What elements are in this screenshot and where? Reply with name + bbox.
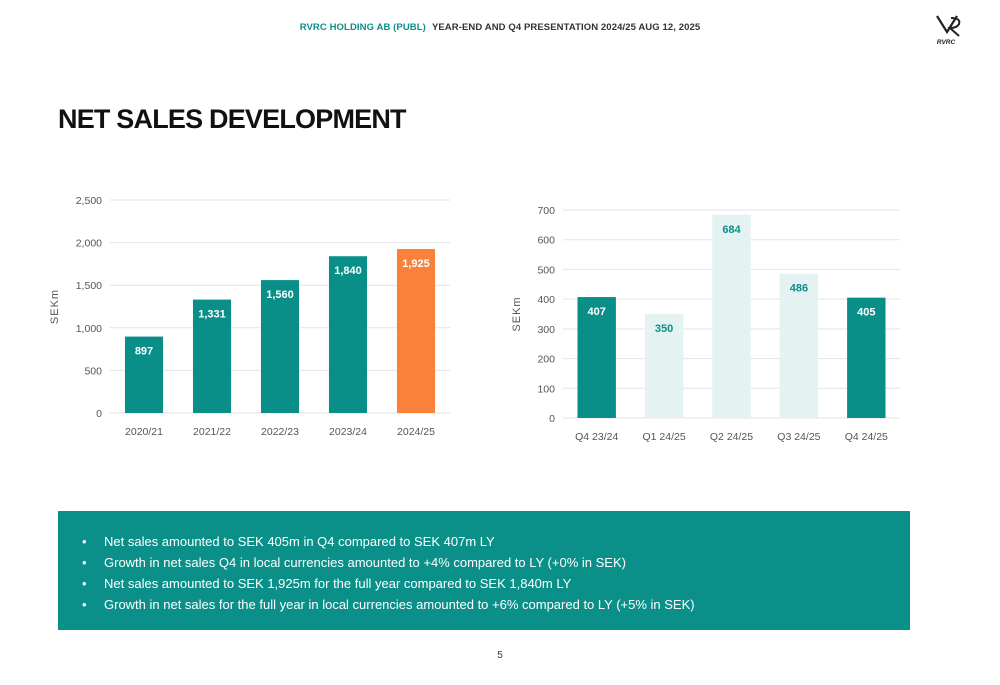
y-tick-label: 0	[549, 413, 555, 425]
slide-header: RVRC HOLDING AB (PUBL) YEAR-END AND Q4 PR…	[0, 22, 1000, 33]
bar	[124, 336, 164, 413]
y-tick-label: 100	[537, 383, 555, 395]
summary-box: Net sales amounted to SEK 405m in Q4 com…	[58, 511, 910, 630]
bar-value-label: 407	[588, 306, 606, 318]
y-tick-label: 500	[537, 264, 555, 276]
presentation-title: YEAR-END AND Q4 PRESENTATION 2024/25 AUG…	[431, 22, 701, 33]
x-tick-label: 2024/25	[397, 426, 435, 438]
x-tick-label: 2023/24	[329, 426, 367, 438]
annual-net-sales-chart: 0 500 1,000 1,500 2,000 2,500 SEKm 897 2020/21 1,…	[49, 195, 450, 438]
logo-text: RVRC	[937, 39, 956, 46]
bar	[260, 280, 300, 413]
company-name: RVRC HOLDING AB (PUBL)	[299, 22, 426, 33]
x-tick-label: Q3 24/25	[777, 431, 820, 443]
page-title: NET SALES DEVELOPMENT	[58, 104, 407, 134]
y-tick-label: 300	[537, 324, 555, 336]
y-tick-label: 1,500	[76, 280, 102, 292]
bar-value-label: 486	[790, 283, 808, 295]
x-tick-label: Q4 24/25	[845, 431, 888, 443]
x-tick-label: 2021/22	[193, 426, 231, 438]
bar	[192, 299, 232, 413]
summary-bullet: Net sales amounted to SEK 405m in Q4 com…	[82, 531, 910, 552]
y-tick-label: 500	[84, 365, 102, 377]
summary-list: Net sales amounted to SEK 405m in Q4 com…	[82, 531, 910, 615]
bar	[779, 273, 819, 418]
bar-value-label: 1,925	[402, 258, 430, 270]
y-axis-title: SEKm	[511, 296, 523, 331]
bar-value-label: 405	[857, 307, 875, 319]
bar-value-label: 684	[722, 224, 741, 236]
y-tick-label: 700	[537, 205, 555, 217]
x-tick-label: 2020/21	[125, 426, 163, 438]
y-tick-label: 0	[96, 408, 102, 420]
bar	[712, 214, 751, 418]
y-tick-label: 1,000	[76, 323, 102, 335]
bar	[577, 297, 616, 418]
bar-value-label: 897	[135, 346, 153, 358]
summary-bullet: Net sales amounted to SEK 1,925m for the…	[82, 573, 910, 594]
x-tick-label: Q1 24/25	[642, 431, 685, 443]
y-tick-label: 600	[537, 235, 555, 247]
x-tick-label: 2022/23	[261, 426, 299, 438]
bar	[847, 297, 886, 418]
bar-value-label: 1,840	[334, 265, 362, 277]
y-axis-title: SEKm	[49, 289, 61, 324]
quarterly-net-sales-chart: 0 100 200 300 400 500 600 700 SEKm 407 Q4 23/24 350…	[511, 205, 900, 443]
bar-value-label: 1,560	[266, 289, 294, 301]
summary-bullet: Growth in net sales for the full year in…	[82, 594, 910, 615]
bar-value-label: 350	[655, 323, 673, 335]
y-tick-label: 2,500	[76, 195, 102, 207]
y-tick-label: 200	[537, 354, 555, 366]
y-tick-label: 400	[537, 294, 555, 306]
rvrc-logo-icon: RVRC	[936, 15, 961, 46]
y-tick-label: 2,000	[76, 238, 102, 250]
x-tick-label: Q4 23/24	[575, 431, 618, 443]
bar	[396, 248, 436, 413]
bar	[328, 256, 368, 413]
bar-value-label: 1,331	[198, 309, 226, 321]
x-tick-label: Q2 24/25	[710, 431, 753, 443]
bar	[644, 314, 684, 418]
page-number: 5	[497, 650, 503, 661]
summary-bullet: Growth in net sales Q4 in local currenci…	[82, 552, 910, 573]
